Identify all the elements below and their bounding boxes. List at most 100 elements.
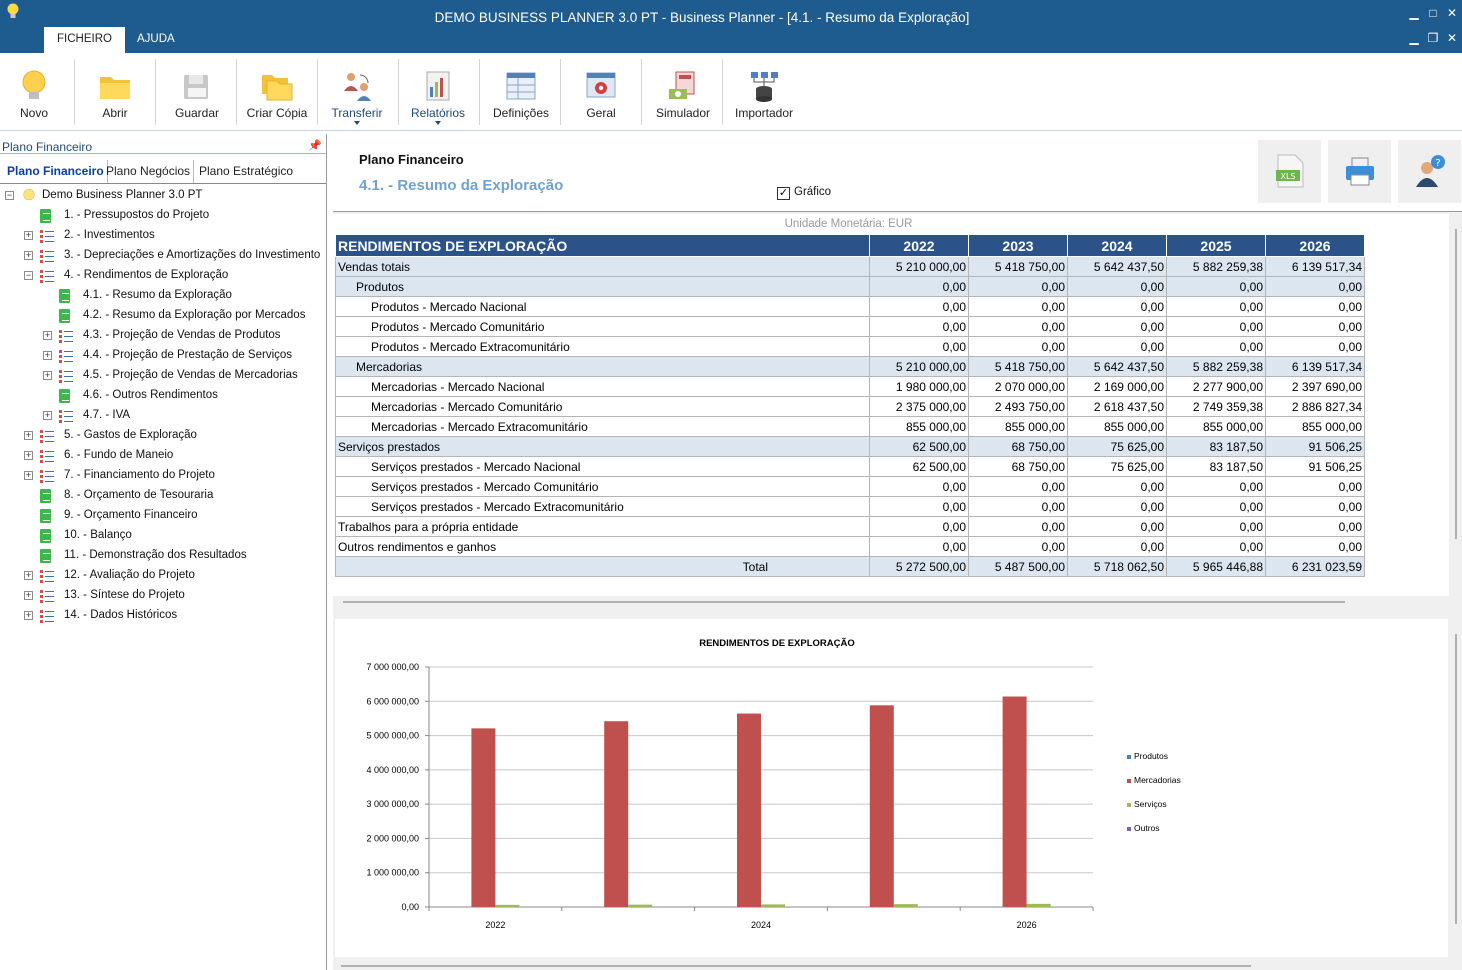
table-cell[interactable]: 5 210 000,00 [869,356,969,377]
print-button[interactable] [1328,140,1391,203]
table-row[interactable]: Vendas totais 5 210 000,00 5 418 750,00 5 6… [335,256,1365,277]
table-row[interactable]: Mercadorias - Mercado Nacional 1 980 000,… [335,376,1365,397]
table-cell[interactable]: 75 625,00 [1067,456,1167,477]
table-cell[interactable]: 0,00 [1067,496,1167,517]
table-cell[interactable]: 0,00 [869,476,969,497]
tree-item[interactable]: 1. - Pressupostos do Projeto [0,206,326,226]
abrir-button[interactable]: Abrir [75,57,155,127]
table-cell[interactable]: 0,00 [1067,336,1167,357]
table-cell[interactable]: 5 718 062,50 [1067,556,1167,577]
table-cell[interactable]: 0,00 [1166,316,1266,337]
table-cell[interactable]: 6 139 517,34 [1265,356,1365,377]
table-cell[interactable]: 1 980 000,00 [869,376,969,397]
expand-icon[interactable]: + [24,610,33,620]
table-vertical-scrollbar[interactable] [1455,229,1457,539]
table-cell[interactable]: 2 169 000,00 [1067,376,1167,397]
table-cell[interactable]: 855 000,00 [869,416,969,437]
table-cell[interactable]: 0,00 [968,336,1068,357]
table-row[interactable]: Outros rendimentos e ganhos 0,00 0,00 0,00 0… [335,536,1365,557]
transferir-button[interactable]: Transferir [317,57,397,127]
table-cell[interactable]: 0,00 [968,476,1068,497]
table-cell[interactable]: 2 493 750,00 [968,396,1068,417]
tab-ficheiro[interactable]: FICHEIRO [44,27,125,53]
table-cell[interactable]: 0,00 [1265,536,1365,557]
table-cell[interactable]: 0,00 [1265,296,1365,317]
table-cell[interactable]: 0,00 [869,336,969,357]
table-cell[interactable]: 5 418 750,00 [968,356,1068,377]
table-cell[interactable]: 0,00 [1265,496,1365,517]
table-row[interactable]: Total 5 272 500,00 5 487 500,00 5 718 062,5… [335,556,1365,577]
expand-icon[interactable]: + [43,350,52,360]
table-cell[interactable]: 0,00 [1265,276,1365,297]
table-cell[interactable]: 0,00 [869,316,969,337]
table-cell[interactable]: 5 272 500,00 [869,556,969,577]
table-row[interactable]: Trabalhos para a própria entidade 0,00 0,0… [335,516,1365,537]
table-cell[interactable]: 0,00 [1265,516,1365,537]
tree-item[interactable]: +4.5. - Projeção de Vendas de Mercadoria… [0,366,326,386]
export-xls-button[interactable]: XLS [1258,140,1321,203]
tree-item[interactable]: +3. - Depreciações e Amortizações do Inv… [0,246,326,266]
mdi-minimize-button[interactable]: ▁ [1409,31,1419,45]
table-row[interactable]: Serviços prestados - Mercado Extracomuni… [335,496,1365,517]
tree-item[interactable]: 10. - Balanço [0,526,326,546]
tree-item[interactable]: − Demo Business Planner 3.0 PT [0,186,326,206]
expand-icon[interactable]: + [43,370,52,380]
simulador-button[interactable]: Simulador [643,57,723,127]
table-row[interactable]: Serviços prestados - Mercado Comunitário… [335,476,1365,497]
minimize-button[interactable]: ▁ [1409,6,1419,20]
expand-icon[interactable]: + [24,470,33,480]
pin-icon[interactable]: 📌 [308,140,322,152]
table-cell[interactable]: 91 506,25 [1265,456,1365,477]
tab-plano-estrategico[interactable]: Plano Estratégico [199,164,294,178]
table-cell[interactable]: 0,00 [1067,296,1167,317]
table-cell[interactable]: 0,00 [968,316,1068,337]
table-cell[interactable]: 0,00 [1067,516,1167,537]
tab-plano-financeiro[interactable]: Plano Financeiro [4,160,108,183]
table-cell[interactable]: 0,00 [1166,536,1266,557]
table-cell[interactable]: 5 965 446,88 [1166,556,1266,577]
grafico-checkbox[interactable]: ✓ [777,187,790,200]
table-cell[interactable]: 2 618 437,50 [1067,396,1167,417]
table-row[interactable]: Produtos - Mercado Extracomunitário 0,00 0… [335,336,1365,357]
expand-icon[interactable]: + [24,430,33,440]
collapse-icon[interactable]: − [24,270,33,280]
help-button[interactable]: ? [1398,140,1461,203]
geral-button[interactable]: Geral [561,57,641,127]
table-cell[interactable]: 0,00 [1265,336,1365,357]
table-cell[interactable]: 62 500,00 [869,456,969,477]
table-cell[interactable]: 0,00 [1166,276,1266,297]
expand-icon[interactable]: + [43,330,52,340]
tree-item[interactable]: +4.3. - Projeção de Vendas de Produtos [0,326,326,346]
table-cell[interactable]: 0,00 [968,516,1068,537]
mdi-restore-button[interactable]: ❐ [1427,31,1439,45]
table-cell[interactable]: 83 187,50 [1166,456,1266,477]
table-cell[interactable]: 855 000,00 [1166,416,1266,437]
maximize-button[interactable]: □ [1429,6,1437,20]
table-row[interactable]: Mercadorias 5 210 000,00 5 418 750,00 5 642… [335,356,1365,377]
guardar-button[interactable]: Guardar [157,57,237,127]
table-cell[interactable]: 5 882 259,38 [1166,256,1266,277]
table-cell[interactable]: 0,00 [869,516,969,537]
relatorios-button[interactable]: Relatórios [398,57,478,127]
table-cell[interactable]: 5 642 437,50 [1067,256,1167,277]
grafico-checkbox-label[interactable]: Gráfico [794,186,832,198]
table-cell[interactable]: 0,00 [1067,536,1167,557]
table-row[interactable]: Serviços prestados 62 500,00 68 750,00 75 6… [335,436,1365,457]
table-cell[interactable]: 855 000,00 [1067,416,1167,437]
table-cell[interactable]: 0,00 [1067,316,1167,337]
table-row[interactable]: Mercadorias - Mercado Comunitário 2 375 0… [335,396,1365,417]
mdi-close-button[interactable]: ✕ [1446,31,1458,45]
definicoes-button[interactable]: Definições [481,57,561,127]
table-cell[interactable]: 5 210 000,00 [869,256,969,277]
tree-item[interactable]: +7. - Financiamento do Projeto [0,466,326,486]
table-cell[interactable]: 5 418 750,00 [968,256,1068,277]
table-cell[interactable]: 0,00 [968,276,1068,297]
table-row[interactable]: Produtos - Mercado Comunitário 0,00 0,00 0,… [335,316,1365,337]
tab-plano-negocios[interactable]: Plano Negócios [103,160,195,183]
tree-item[interactable]: +5. - Gastos de Exploração [0,426,326,446]
tree-item[interactable]: 8. - Orçamento de Tesouraria [0,486,326,506]
table-cell[interactable]: 0,00 [869,296,969,317]
table-cell[interactable]: 0,00 [1166,516,1266,537]
expand-icon[interactable]: + [24,230,33,240]
table-cell[interactable]: 83 187,50 [1166,436,1266,457]
